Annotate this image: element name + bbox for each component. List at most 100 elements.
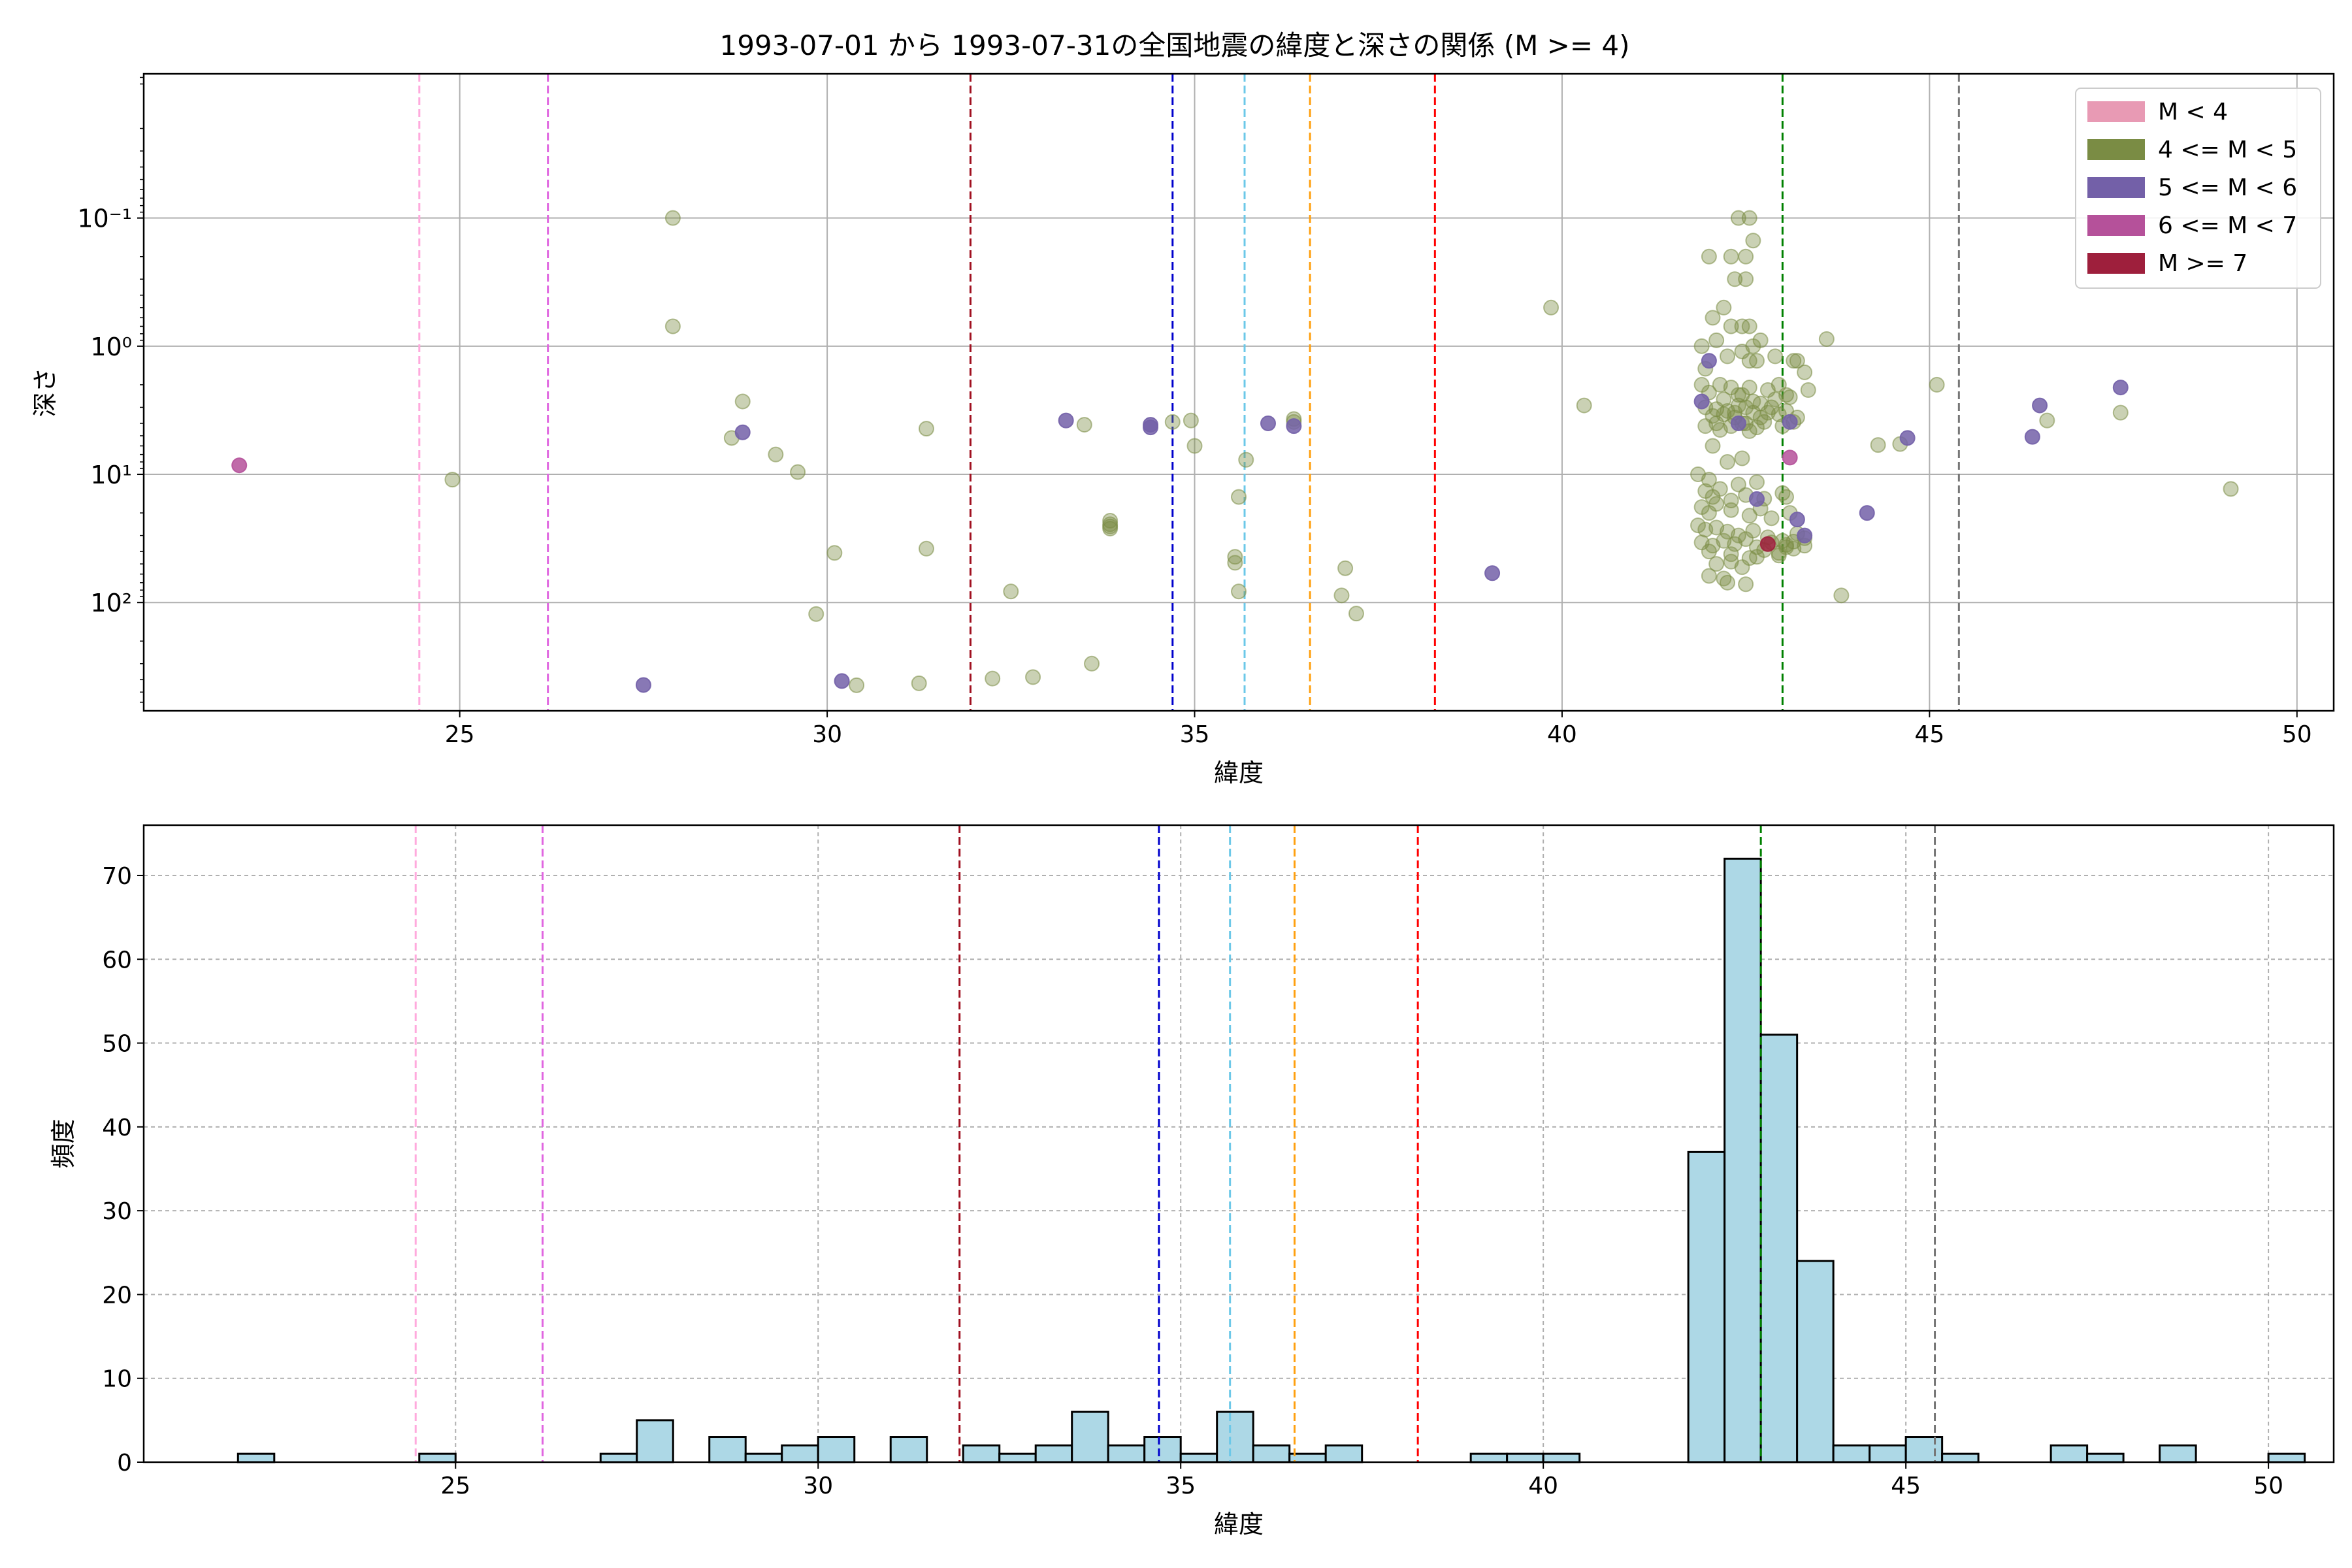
x-axis-label: 緯度 [1214,759,1264,787]
histogram-bar [1107,1444,1146,1463]
data-point [2112,380,2129,396]
data-point [1797,527,1813,544]
data-point [985,670,1001,687]
legend-swatch [2087,215,2145,236]
histogram-bar [1252,1444,1291,1463]
histogram-bar [2086,1452,2125,1463]
legend-label: M < 4 [2158,99,2228,125]
data-point [664,318,681,335]
data-point [1693,338,1710,354]
data-point [1701,248,1717,265]
data-point [2024,429,2040,445]
data-point [2223,481,2239,497]
data-point [1778,539,1794,555]
y-axis-label: 頻度 [49,1119,78,1168]
data-point [1734,559,1750,576]
x-tick-label: 25 [445,721,475,748]
data-point [1720,348,1736,365]
plot-frame [142,824,2335,1463]
data-point [1818,331,1835,347]
data-point [768,446,784,463]
data-point [1543,299,1560,316]
data-point [1734,387,1750,403]
x-tick-label: 30 [812,721,842,748]
data-point [849,677,865,693]
data-point [1576,397,1592,414]
histogram-bar [1796,1260,1835,1463]
legend-swatch [2087,101,2145,122]
data-point [918,421,934,437]
data-point [1286,418,1302,434]
data-point [1870,437,1886,453]
data-point [1749,549,1765,565]
data-point [1749,491,1765,507]
data-point [826,545,843,561]
histogram-bar [1542,1452,1581,1463]
data-point [1143,417,1159,433]
data-point [1723,318,1739,335]
data-point [790,464,806,480]
y-tick-label: 20 [102,1282,132,1309]
x-tick-label: 50 [2253,1473,2283,1499]
y-tick-label: 60 [102,947,132,973]
y-tick-label: 10² [90,589,132,617]
data-point [1238,451,1254,468]
data-point [1738,248,1754,265]
histogram-bar [1869,1444,1907,1463]
legend: M < 4 4 <= M < 5 5 <= M < 6 6 <= M < 7 M >= … [2075,88,2321,289]
data-point [1697,418,1714,434]
data-point [1058,412,1074,429]
histogram-bar [1034,1444,1073,1463]
histogram-bar [2267,1452,2306,1463]
data-point [2039,412,2055,429]
data-point [1763,510,1780,527]
x-tick-label: 35 [1166,1473,1196,1499]
histogram-bar [599,1452,638,1463]
data-point [1720,454,1736,470]
data-point [1716,570,1732,587]
data-point [1786,353,1802,369]
data-point [444,472,461,488]
data-point [1759,536,1776,552]
data-point [1723,248,1739,265]
histogram-bar [1759,1034,1799,1463]
x-tick-label: 45 [1891,1473,1921,1499]
data-point [1778,387,1794,403]
scatter-panel: 25 30 35 40 45 50 10⁻¹ 10⁰ 10¹ 10² 緯度 深さ M < 4 4 <= M… [31,73,2335,787]
data-point [1899,430,1916,446]
histogram-bar [889,1436,928,1463]
data-point [664,210,681,226]
data-point [1227,555,1243,571]
legend-box [2075,88,2321,289]
data-point [1076,417,1092,433]
data-point [1716,299,1732,316]
data-point [1730,415,1746,431]
histogram-bar [237,1452,276,1463]
data-point [1723,502,1739,518]
data-point [1730,210,1746,226]
data-point [1789,353,1805,369]
data-point [1102,512,1119,529]
data-point [1708,332,1725,348]
data-point [1741,508,1757,524]
data-point [2112,404,2129,421]
data-point [1929,376,1945,393]
data-point [231,457,248,474]
legend-label: 4 <= M < 5 [2158,137,2297,163]
legend-label: 5 <= M < 6 [2158,174,2297,201]
y-tick-label: 10⁰ [90,333,132,361]
data-point [1778,489,1794,505]
histogram-bar [1506,1452,1544,1463]
histogram-bar [1687,1151,1726,1463]
data-point [1348,606,1364,622]
histogram-bar [708,1436,747,1463]
data-point [1727,271,1743,287]
data-point [2032,397,2048,414]
data-point [1789,512,1805,528]
data-point [1183,412,1199,429]
data-point [1164,414,1181,430]
data-point [1186,438,1203,454]
y-tick-label: 50 [102,1031,132,1058]
histogram-bar [817,1436,856,1463]
